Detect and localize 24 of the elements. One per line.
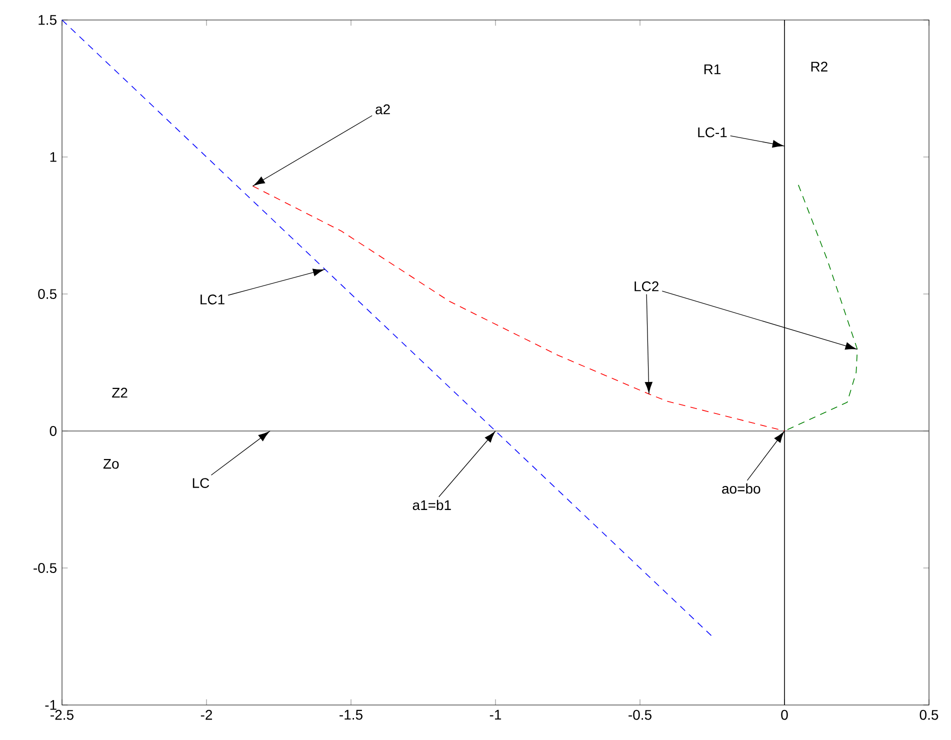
y-tick-label: 0 [50,426,57,436]
annotation: ao=bo [722,483,760,494]
annotation: LC1 [200,294,224,304]
x-tick-label: -1 [490,710,502,720]
y-tick-label: 0.5 [38,289,56,299]
annotation: a1=b1 [412,500,451,510]
y-tick-label: -0.5 [34,563,56,573]
annotation: R2 [811,62,828,72]
y-tick-label: -1 [45,700,56,710]
x-tick-label: -2 [200,710,212,720]
y-tick-label: 1.5 [38,15,56,25]
annotation: Z2 [112,388,128,398]
x-tick-label: -0.5 [628,710,652,720]
x-tick-label: 0 [781,710,788,720]
annotation: a2 [376,104,390,114]
annotation: R1 [704,64,720,74]
x-tick-label: -1.5 [340,710,362,720]
annotation: LC [192,478,210,488]
x-tick-label: 0.5 [920,710,938,720]
y-tick-label: 1 [50,152,56,162]
x-tick-label: -2.5 [50,710,74,720]
annotation: LC2 [634,281,658,292]
annotation: LC-1 [698,127,727,138]
annotation: Zo [103,459,119,469]
